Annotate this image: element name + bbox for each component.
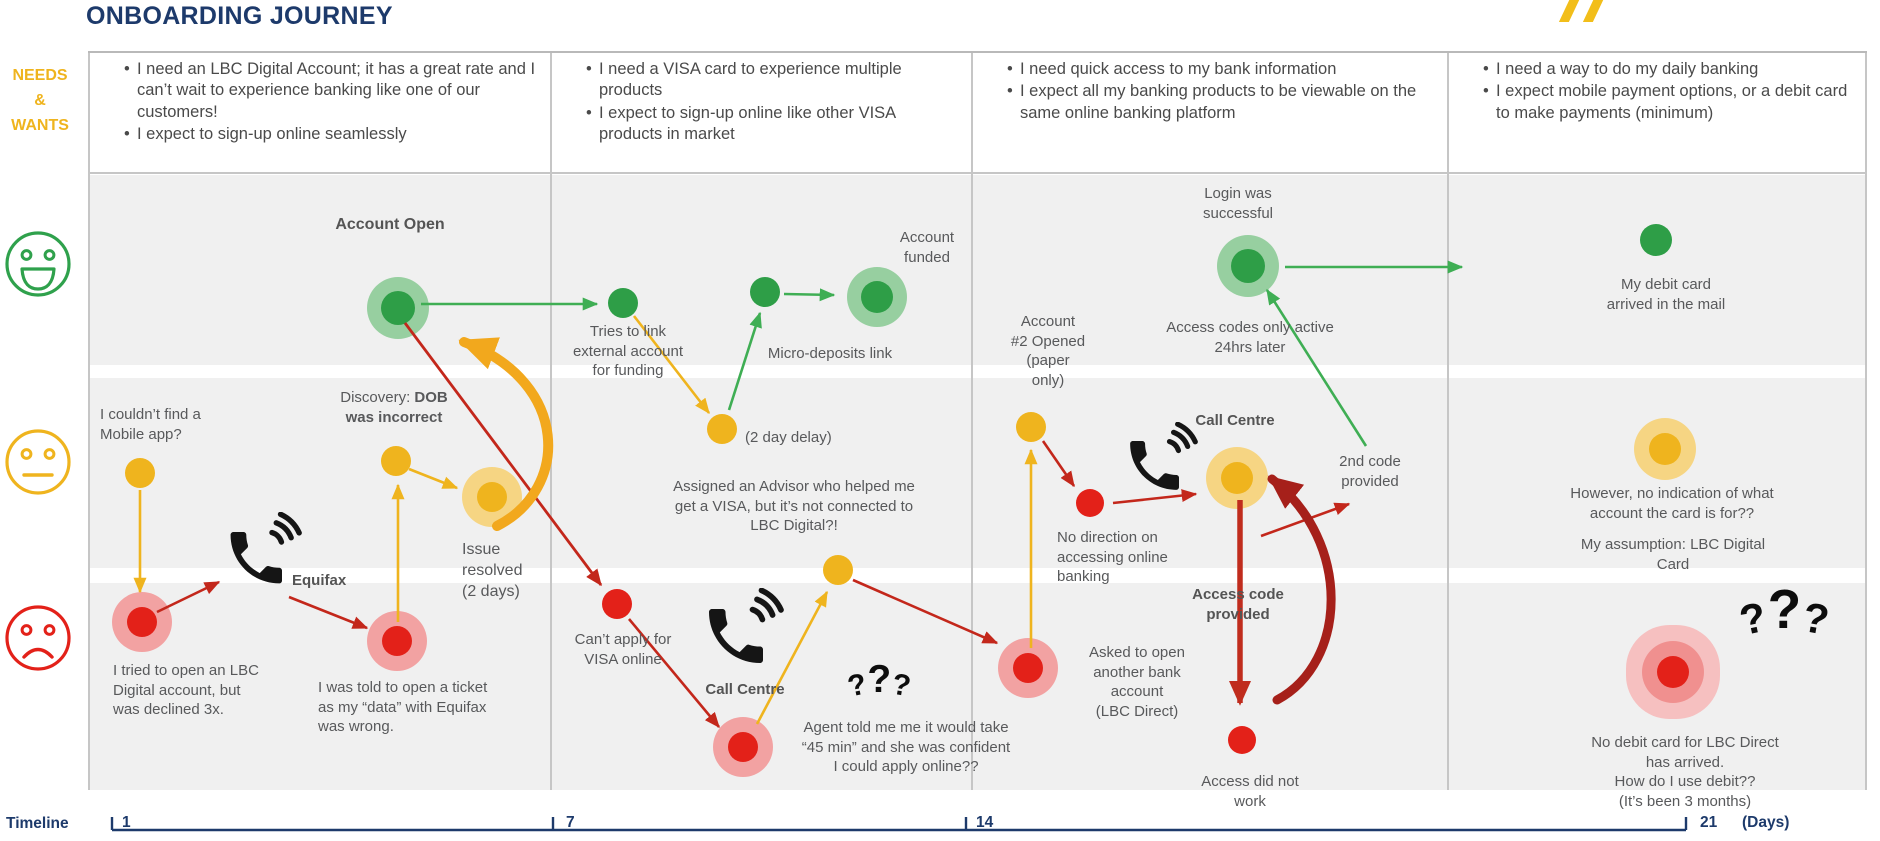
- label-assumption: My assumption: LBC Digital Card: [1580, 536, 1766, 573]
- milestone-dot-issue-resolved: [477, 482, 507, 512]
- question-marks-icon-col4: ? ? ?: [1735, 578, 1833, 645]
- milestone-dot-call-centre-2: [728, 732, 758, 762]
- needs-bullet: I need an LBC Digital Account; it has a …: [124, 59, 542, 123]
- milestone-dot-no-debit-card: [1657, 656, 1689, 688]
- needs-wants-line1: NEEDS: [12, 67, 68, 84]
- question-mark: ?: [1799, 593, 1833, 644]
- label-issue-resolved: Issue resolved (2 days): [462, 541, 523, 600]
- label-access-codes-24: Access codes only active 24hrs later: [1166, 319, 1334, 356]
- needs-wants-line2: &: [34, 91, 46, 109]
- timeline-marker-14: 14: [976, 814, 994, 831]
- grid-line-left: [88, 51, 90, 790]
- label-cant-apply: Can’t apply for VISA online: [574, 631, 672, 668]
- milestone-dot-no-mobile-app: [125, 458, 155, 488]
- needs-bullet: I need a way to do my daily banking: [1483, 59, 1857, 81]
- grid-line-right: [1865, 51, 1867, 790]
- question-mark: ?: [889, 667, 914, 704]
- needs-box-bottom-border: [88, 172, 1867, 174]
- sad-face-icon: [5, 605, 71, 671]
- milestone-dot-account-open: [381, 291, 415, 325]
- label-advisor: Assigned an Advisor who helped me get a …: [673, 478, 915, 534]
- label-asked-open: Asked to open another bank account (LBC …: [1089, 644, 1185, 720]
- milestone-dot-debit-arrived: [1640, 224, 1672, 256]
- label-debit-arrived: My debit card arrived in the mail: [1606, 276, 1726, 313]
- needs-wants-row: I need an LBC Digital Account; it has a …: [88, 51, 1867, 173]
- milestone-dot-2day-delay: [707, 414, 737, 444]
- timeline-marker-21: 21: [1700, 814, 1718, 831]
- milestone-dot-no-direction: [1076, 489, 1104, 517]
- label-second-code: 2nd code provided: [1339, 453, 1401, 490]
- label-discovery-prefix: Discovery:: [340, 389, 415, 406]
- label-discovery: Discovery: DOB was incorrect: [334, 388, 454, 427]
- needs-col-2: I need a VISA card to experience multipl…: [550, 51, 971, 173]
- label-however: However, no indication of what account t…: [1570, 485, 1774, 522]
- milestone-dot-access-failed: [1228, 726, 1256, 754]
- milestone-dot-micro-deposit: [750, 277, 780, 307]
- label-agent-told: Agent told me me it would take “45 min” …: [801, 719, 1011, 775]
- needs-wants-label: NEEDS & WANTS: [0, 64, 80, 138]
- needs-box-top-border: [88, 51, 1867, 53]
- question-mark: ?: [867, 658, 892, 701]
- question-mark: ?: [844, 667, 870, 704]
- question-mark: ?: [1767, 578, 1802, 640]
- label-tries-link: Tries to link external account for fundi…: [572, 323, 684, 379]
- happy-row-band: [88, 175, 1867, 365]
- label-told-ticket: I was told to open a ticket as my “data”…: [318, 679, 488, 735]
- milestone-dot-ticket: [382, 626, 412, 656]
- milestone-dot-advisor: [823, 555, 853, 585]
- label-couldnt-find: I couldn’t find a Mobile app?: [100, 406, 201, 443]
- label-call-centre-2: Call Centre: [705, 681, 785, 698]
- timeline-marker-1: 1: [122, 814, 131, 831]
- brand-logo-icon: [1558, 0, 1604, 22]
- milestone-dot-card-unclear: [1649, 433, 1681, 465]
- happy-face-icon: [5, 231, 71, 297]
- needs-bullet: I need quick access to my bank informati…: [1007, 59, 1439, 81]
- needs-bullet: I need a VISA card to experience multipl…: [586, 59, 963, 102]
- label-access-code-provided: Access code provided: [1192, 586, 1284, 623]
- needs-bullet: I expect to sign-up online like other VI…: [586, 103, 963, 146]
- timeline-marker-7: 7: [566, 814, 575, 831]
- needs-bullet: I expect mobile payment options, or a de…: [1483, 81, 1857, 124]
- grid-line-col2: [971, 51, 973, 790]
- label-login-successful: Login was successful: [1202, 185, 1274, 222]
- label-no-debit: No debit card for LBC Direct has arrived…: [1591, 734, 1779, 810]
- needs-col-3: I need quick access to my bank informati…: [971, 51, 1447, 173]
- milestone-dot-asked-open: [1013, 653, 1043, 683]
- needs-bullet: I expect all my banking products to be v…: [1007, 81, 1439, 124]
- needs-bullet: I expect to sign-up online seamlessly: [124, 124, 542, 146]
- milestone-dot-call-centre-3: [1221, 462, 1253, 494]
- milestone-dot-account-funded: [861, 281, 893, 313]
- needs-col-1: I need an LBC Digital Account; it has a …: [88, 51, 550, 173]
- milestone-dot-account2: [1016, 412, 1046, 442]
- label-access-did-not-work: Access did not work: [1201, 773, 1299, 810]
- label-account-funded: Account funded: [899, 229, 955, 266]
- label-account-open: Account Open: [335, 216, 445, 233]
- page-title: ONBOARDING JOURNEY: [86, 2, 393, 30]
- phone-call-icon-equifax: [230, 512, 302, 584]
- label-tried-open: I tried to open an LBC Digital account, …: [113, 662, 259, 718]
- milestone-dot-link-attempt: [608, 288, 638, 318]
- label-equifax: Equifax: [292, 572, 347, 589]
- timeline-unit: (Days): [1742, 814, 1790, 831]
- phone-call-icon-call-centre-3: [1130, 422, 1198, 490]
- milestone-dot-cant-apply: [602, 589, 632, 619]
- neutral-row-band: [88, 378, 1867, 568]
- phone-call-icon-call-centre-2: [709, 588, 784, 663]
- needs-wants-line3: WANTS: [11, 116, 69, 134]
- timeline-label: Timeline: [6, 815, 69, 832]
- milestone-dot-login-success: [1231, 249, 1265, 283]
- label-no-direction: No direction on accessing online banking: [1057, 529, 1168, 585]
- neutral-face-icon: [5, 429, 71, 495]
- label-account2-opened: Account #2 Opened (paper only): [1010, 313, 1086, 389]
- needs-col-4: I need a way to do my daily banking I ex…: [1447, 51, 1865, 173]
- milestone-dot-dob-discovery: [381, 446, 411, 476]
- label-call-centre-3: Call Centre: [1195, 412, 1275, 429]
- question-mark: ?: [1735, 592, 1771, 645]
- grid-line-col3: [1447, 51, 1449, 790]
- label-micro-deposits: Micro-deposits link: [767, 345, 893, 362]
- label-2day-delay: (2 day delay): [745, 429, 832, 446]
- question-marks-icon-col2: ? ? ?: [844, 658, 914, 704]
- milestone-dot-declined: [127, 607, 157, 637]
